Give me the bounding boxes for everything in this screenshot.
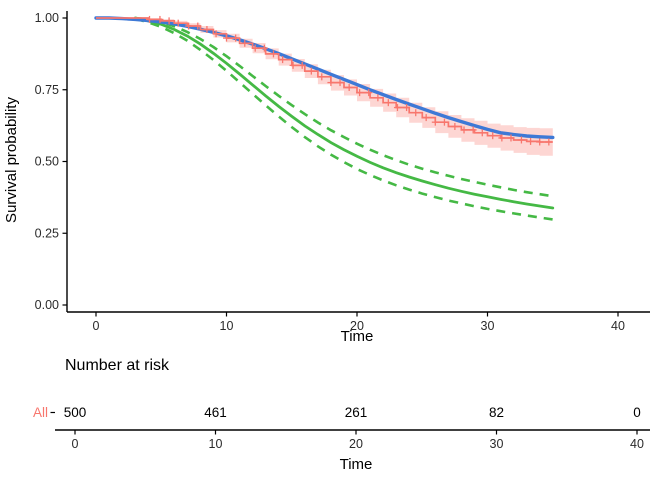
risk-x-tick-label: 40 (630, 437, 644, 451)
risk-table-layer: 500 461 261 82 0 0 10 20 30 40 (50, 405, 650, 451)
censor-mark (251, 44, 259, 52)
censor-mark (165, 17, 173, 25)
y-axis-title: Survival probability (3, 97, 20, 223)
x-tick-label: 20 (350, 319, 364, 333)
censor-mark (498, 134, 506, 142)
risk-x-tick-label: 30 (490, 437, 504, 451)
green-estimate-curve (133, 16, 555, 210)
risk-count: 500 (64, 405, 87, 420)
censor-mark (489, 132, 497, 140)
censor-mark (384, 99, 392, 107)
risk-count: 461 (204, 405, 227, 420)
censor-mark (269, 50, 277, 58)
censor-mark (318, 73, 326, 81)
censor-mark (374, 94, 382, 102)
y-tick-label: 0.75 (35, 83, 59, 97)
censor-mark (336, 79, 344, 87)
censor-mark (536, 138, 544, 146)
cox-curve (94, 16, 555, 140)
censor-mark (241, 39, 249, 47)
green-upper-ci-curve (135, 16, 553, 198)
censor-mark (365, 89, 373, 97)
risk-count: 0 (633, 405, 641, 420)
censor-mark (403, 104, 411, 112)
censor-mark (345, 83, 353, 91)
censor-mark (393, 104, 401, 112)
risk-x-tick-label: 0 (72, 437, 79, 451)
censor-mark (469, 126, 477, 134)
risk-x-tick-label: 10 (209, 437, 223, 451)
censor-mark (156, 15, 164, 23)
y-tick-label: 0.25 (35, 226, 59, 240)
risk-table-title: Number at risk (65, 357, 170, 374)
x-axis-title: Time (341, 328, 374, 345)
censor-mark (232, 34, 240, 42)
censor-mark (146, 15, 154, 23)
censor-mark (478, 129, 486, 137)
y-tick-label: 0.00 (35, 298, 59, 312)
censor-mark (451, 122, 459, 130)
km-confidence-band (96, 18, 553, 157)
censor-mark (185, 22, 193, 30)
censor-mark (507, 134, 515, 142)
risk-count: 261 (345, 405, 368, 420)
risk-x-tick-label: 20 (349, 437, 363, 451)
y-tick-label: 1.00 (35, 11, 59, 25)
risk-row-label: All (33, 405, 48, 420)
x-tick-label: 10 (220, 319, 234, 333)
x-tick-label: 30 (481, 319, 495, 333)
risk-count: 82 (489, 405, 504, 420)
censor-mark (174, 19, 182, 27)
censor-mark (517, 136, 525, 144)
censor-mark (194, 22, 202, 30)
censor-mark (412, 109, 420, 117)
censor-mark (307, 67, 315, 75)
censor-mark (460, 126, 468, 134)
censor-mark (260, 44, 268, 52)
censor-mark (289, 61, 297, 69)
censor-mark (212, 30, 220, 38)
censor-mark (545, 138, 553, 146)
censor-mark (279, 56, 287, 64)
y-tick-label: 0.50 (35, 155, 59, 169)
censor-mark (203, 25, 211, 33)
green-lower-ci-curve (134, 17, 553, 221)
censor-mark (356, 89, 364, 97)
main-plot-layer: 0.00 0.25 0.50 0.75 1.00 0 10 20 30 40 (35, 11, 650, 333)
x-tick-label: 0 (93, 319, 100, 333)
risk-x-axis-title: Time (340, 456, 373, 473)
censor-mark (223, 34, 230, 42)
censor-mark (298, 61, 306, 69)
censor-mark (440, 118, 448, 126)
censor-mark (431, 118, 439, 126)
censor-mark (527, 137, 535, 145)
censor-mark (422, 114, 430, 122)
x-tick-label: 40 (611, 319, 625, 333)
censor-mark (327, 79, 335, 87)
